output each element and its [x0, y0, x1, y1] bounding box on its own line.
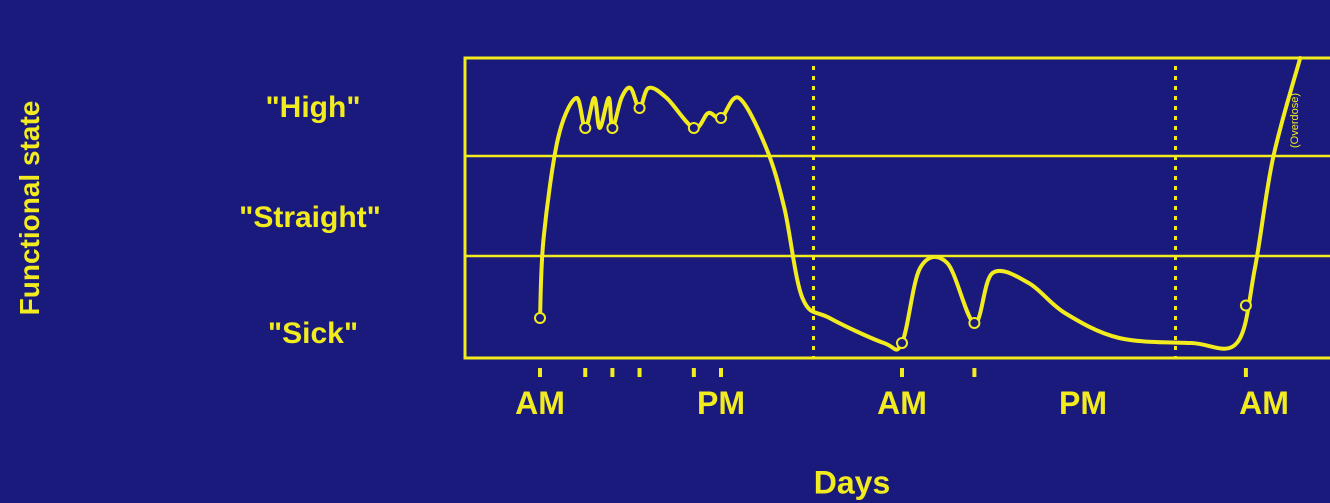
- band-label-straight: "Straight": [239, 201, 381, 234]
- dose-tick-2: [583, 368, 588, 377]
- x-tick-label-1: AM: [515, 385, 565, 421]
- dose-marker-6: [715, 112, 727, 124]
- band-label-high: "High": [265, 91, 361, 124]
- x-tick-label-4: PM: [1059, 385, 1107, 421]
- dose-marker-8: [968, 317, 981, 329]
- dose-marker-7: [896, 337, 908, 349]
- dose-tick-9: [1243, 368, 1248, 377]
- dose-marker-1: [534, 312, 546, 324]
- plot-frame: [463, 56, 1330, 360]
- dose-marker-5: [687, 122, 700, 134]
- overdose-annotation: (Overdose): [1289, 93, 1301, 148]
- dose-tick-3: [610, 368, 615, 377]
- dose-marker-3: [606, 122, 619, 134]
- x-tick-label-5: AM: [1239, 385, 1289, 421]
- band-label-sick: "Sick": [267, 317, 359, 350]
- dose-tick-7: [900, 368, 904, 377]
- dose-marker-9: [1239, 299, 1252, 312]
- dose-tick-4: [637, 368, 642, 377]
- dose-tick-8: [972, 368, 977, 377]
- dose-tick-5: [691, 368, 696, 377]
- x-axis-label: Days: [813, 464, 891, 501]
- x-tick-label-2: PM: [697, 385, 745, 421]
- x-tick-label-3: AM: [877, 385, 927, 421]
- dose-marker-2: [579, 122, 592, 134]
- dose-marker-4: [633, 102, 646, 114]
- dose-tick-6: [719, 368, 723, 377]
- dose-tick-1: [538, 368, 542, 377]
- series-line: [538, 56, 1303, 352]
